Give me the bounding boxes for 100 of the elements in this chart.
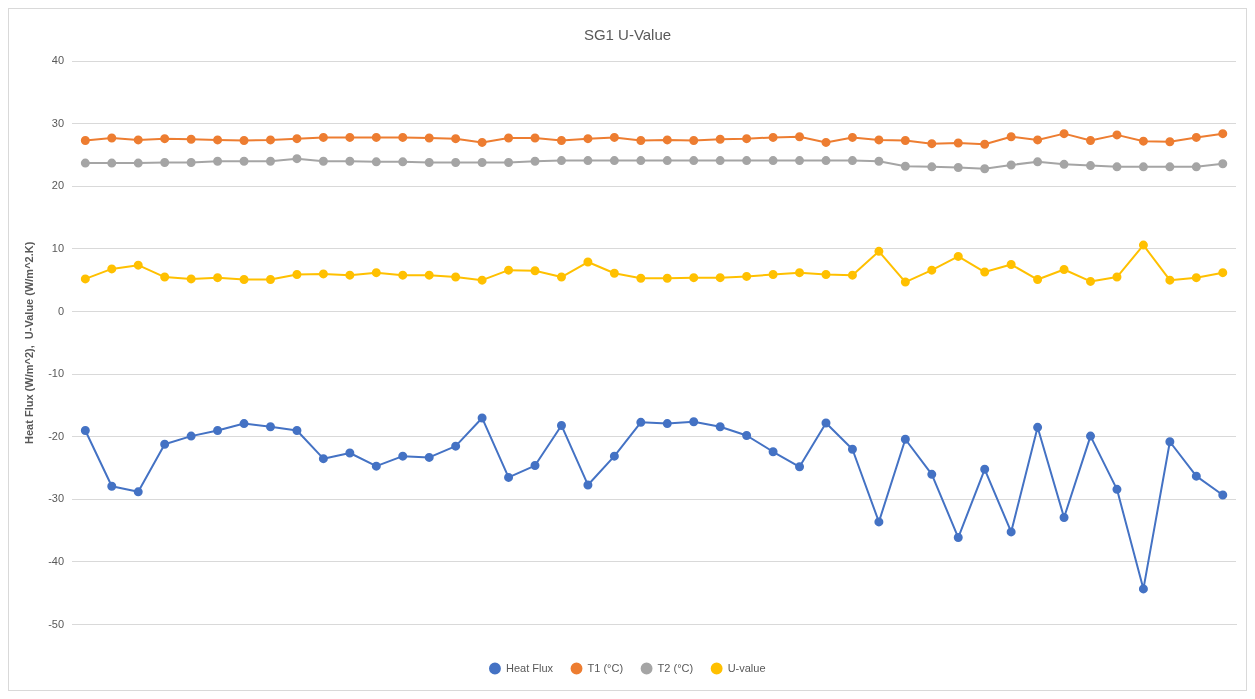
point [292, 270, 302, 280]
point [107, 481, 117, 491]
point [1165, 137, 1175, 147]
point [636, 156, 646, 166]
point [662, 419, 672, 429]
point [1006, 260, 1016, 270]
point [847, 444, 857, 454]
point [1138, 584, 1148, 594]
point [451, 134, 461, 144]
y-tick-label: -10 [48, 367, 65, 380]
y-axis-title: Heat Flux (W/m^2), U-Value (W/m^2.K) [22, 241, 35, 444]
point [345, 132, 355, 142]
point [795, 132, 805, 142]
point [662, 135, 672, 145]
point [1086, 136, 1096, 146]
point [265, 156, 275, 166]
point [1006, 160, 1016, 170]
point [742, 430, 752, 440]
point [265, 275, 275, 285]
point [1033, 275, 1043, 285]
point [636, 273, 646, 283]
point [1006, 132, 1016, 142]
point [530, 266, 540, 276]
point [927, 162, 937, 172]
point [980, 164, 990, 174]
point [345, 448, 355, 458]
point [504, 265, 514, 275]
point [398, 132, 408, 142]
point [609, 132, 619, 142]
point [847, 132, 857, 142]
point [953, 533, 963, 543]
point [821, 418, 831, 428]
point [900, 434, 910, 444]
point [186, 274, 196, 284]
point [1086, 161, 1096, 171]
point [742, 156, 752, 166]
point [1191, 273, 1201, 283]
legend-label: T1 (°C) [587, 661, 624, 674]
point [583, 480, 593, 490]
point [609, 268, 619, 278]
point [795, 268, 805, 278]
point [583, 134, 593, 144]
point [715, 422, 725, 432]
point [477, 413, 487, 423]
point [80, 274, 90, 284]
point [927, 265, 937, 275]
point [556, 420, 566, 430]
point [424, 133, 434, 143]
point [847, 156, 857, 166]
point [689, 273, 699, 283]
point [689, 136, 699, 146]
point [874, 156, 884, 166]
point [345, 270, 355, 280]
point [609, 156, 619, 166]
point [213, 156, 223, 166]
y-tick-label: -30 [48, 492, 65, 505]
y-tick-label: -40 [48, 555, 65, 568]
point [1138, 162, 1148, 172]
point [953, 138, 963, 148]
point [556, 156, 566, 166]
point [451, 157, 461, 167]
point [186, 431, 196, 441]
point [292, 154, 302, 164]
point [847, 270, 857, 280]
point [768, 447, 778, 457]
point [318, 156, 328, 166]
point [424, 270, 434, 280]
point [265, 422, 275, 432]
y-tick-label: 30 [51, 116, 65, 129]
point [424, 452, 434, 462]
point [318, 454, 328, 464]
point [900, 136, 910, 146]
point [345, 156, 355, 166]
point [133, 487, 143, 497]
legend-label: Heat Flux [505, 661, 554, 674]
y-tick-label: -20 [48, 429, 65, 442]
point [239, 419, 249, 429]
point [689, 156, 699, 166]
point [1218, 268, 1228, 278]
point [636, 136, 646, 146]
point [1086, 431, 1096, 441]
point [239, 275, 249, 285]
point [1191, 132, 1201, 142]
point [1059, 265, 1069, 275]
point [371, 461, 381, 471]
point [371, 157, 381, 167]
point [80, 136, 90, 146]
point [530, 461, 540, 471]
point [821, 270, 831, 280]
point [1112, 130, 1122, 140]
point [715, 156, 725, 166]
point [504, 472, 514, 482]
point [742, 134, 752, 144]
y-tick-label: 10 [51, 241, 65, 254]
point [107, 264, 117, 274]
point [239, 136, 249, 146]
point [292, 425, 302, 435]
point [1033, 135, 1043, 145]
point [107, 158, 117, 168]
point [1006, 527, 1016, 537]
